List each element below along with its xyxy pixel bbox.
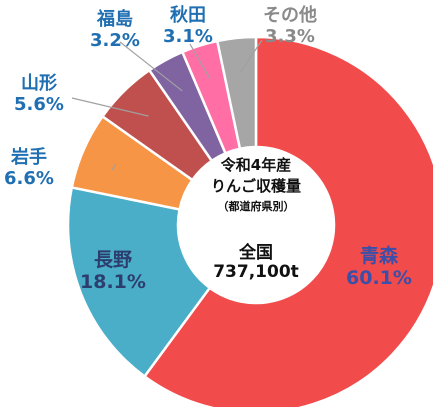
label-nagano: 長野 18.1% [80, 249, 146, 294]
label-other-name: その他 [263, 5, 317, 26]
leader-line-2 [111, 163, 117, 171]
label-aomori: 青森 60.1% [346, 245, 412, 290]
center-title-line2: りんご収穫量 [210, 177, 301, 195]
label-other: その他 3.3% [263, 5, 317, 47]
slice-0 [142, 35, 433, 407]
label-other-value: 3.3% [265, 25, 315, 47]
label-iwate-value: 6.6% [4, 167, 54, 189]
center-total-label: 全国 [239, 243, 273, 263]
label-nagano-name: 長野 [93, 249, 132, 271]
label-fukushima-value: 3.2% [90, 29, 140, 51]
label-yamagata: 山形 5.6% [14, 73, 64, 115]
leader-line-4 [119, 41, 183, 92]
slice-6 [215, 35, 258, 151]
label-iwate-name: 岩手 [10, 147, 47, 168]
center-subtitle: （都道府県別） [217, 200, 295, 213]
leader-line-3 [71, 97, 149, 117]
leader-line-6 [239, 39, 263, 74]
label-iwate: 岩手 6.6% [4, 147, 54, 189]
center-title-line1: 令和4年産 [220, 156, 292, 174]
label-yamagata-value: 5.6% [14, 93, 64, 115]
leader-line-5 [189, 43, 211, 80]
label-akita: 秋田 3.1% [163, 5, 213, 47]
label-akita-name: 秋田 [169, 5, 206, 26]
center-total-value: 737,100t [213, 262, 299, 282]
label-aomori-value: 60.1% [346, 266, 412, 289]
label-aomori-name: 青森 [359, 245, 398, 267]
label-akita-value: 3.1% [163, 25, 213, 47]
label-fukushima: 福島 3.2% [90, 9, 140, 51]
label-nagano-value: 18.1% [80, 270, 146, 293]
label-fukushima-name: 福島 [96, 9, 133, 30]
slice-1 [66, 185, 212, 379]
label-yamagata-name: 山形 [20, 73, 57, 94]
